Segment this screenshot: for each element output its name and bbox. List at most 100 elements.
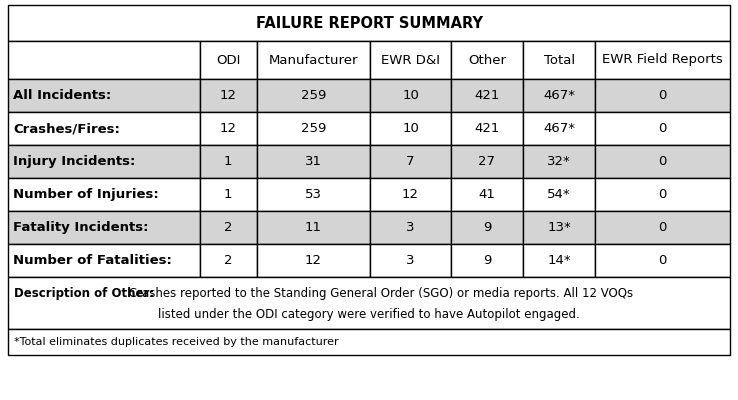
Bar [200, 244, 257, 277]
Text: Description of Other:: Description of Other: [14, 287, 154, 300]
Text: 31: 31 [305, 155, 322, 168]
Bar [257, 145, 370, 178]
Bar [257, 244, 370, 277]
Bar [257, 178, 370, 211]
Text: *Total eliminates duplicates received by the manufacturer: *Total eliminates duplicates received by… [14, 337, 339, 347]
Text: 3: 3 [407, 254, 415, 267]
Bar [200, 145, 257, 178]
Text: 0: 0 [658, 89, 666, 102]
Bar [595, 41, 730, 79]
Text: All Incidents:: All Incidents: [13, 89, 111, 102]
Bar [257, 41, 370, 79]
Bar [370, 79, 451, 112]
Bar [370, 41, 451, 79]
Text: Crashes/Fires:: Crashes/Fires: [13, 122, 120, 135]
Text: 53: 53 [305, 188, 322, 201]
Text: 0: 0 [658, 122, 666, 135]
Bar [451, 211, 523, 244]
Bar [595, 145, 730, 178]
Text: Manufacturer: Manufacturer [269, 54, 358, 66]
Text: 12: 12 [305, 254, 322, 267]
Text: Other: Other [468, 54, 506, 66]
Text: EWR D&I: EWR D&I [381, 54, 440, 66]
Text: 54*: 54* [548, 188, 571, 201]
Bar [370, 112, 451, 145]
Bar [451, 145, 523, 178]
Text: 12: 12 [220, 122, 237, 135]
Text: 259: 259 [300, 122, 326, 135]
Bar [451, 79, 523, 112]
Bar [523, 178, 595, 211]
Text: Number of Injuries:: Number of Injuries: [13, 188, 159, 201]
Bar [200, 79, 257, 112]
Text: listed under the ODI category were verified to have Autopilot engaged.: listed under the ODI category were verif… [158, 308, 580, 321]
Text: 0: 0 [658, 221, 666, 234]
Text: 2: 2 [224, 254, 232, 267]
Bar [595, 178, 730, 211]
Bar [595, 79, 730, 112]
Text: 3: 3 [407, 221, 415, 234]
Bar [370, 145, 451, 178]
Text: 13*: 13* [548, 221, 571, 234]
Text: Number of Fatalities:: Number of Fatalities: [13, 254, 172, 267]
Bar [370, 211, 451, 244]
Bar [8, 211, 200, 244]
Bar [8, 79, 200, 112]
Bar [200, 211, 257, 244]
Text: 12: 12 [220, 89, 237, 102]
Bar [523, 112, 595, 145]
Bar [523, 79, 595, 112]
Text: 10: 10 [402, 89, 419, 102]
Bar [8, 41, 200, 79]
Bar [200, 41, 257, 79]
Bar [523, 145, 595, 178]
Text: 27: 27 [478, 155, 495, 168]
Bar [595, 112, 730, 145]
Text: 9: 9 [483, 254, 492, 267]
Text: 9: 9 [483, 221, 492, 234]
Text: Crashes reported to the Standing General Order (SGO) or media reports. All 12 VO: Crashes reported to the Standing General… [125, 287, 632, 300]
Bar [523, 41, 595, 79]
Bar [595, 244, 730, 277]
Text: Total: Total [544, 54, 575, 66]
Text: 259: 259 [300, 89, 326, 102]
Text: 32*: 32* [548, 155, 571, 168]
Text: 0: 0 [658, 188, 666, 201]
Bar [8, 178, 200, 211]
Text: 467*: 467* [543, 122, 575, 135]
Text: 10: 10 [402, 122, 419, 135]
Bar [523, 244, 595, 277]
Text: 1: 1 [224, 188, 232, 201]
Bar [8, 145, 200, 178]
Text: EWR Field Reports: EWR Field Reports [602, 54, 723, 66]
Bar [257, 211, 370, 244]
Bar [370, 244, 451, 277]
Text: 0: 0 [658, 254, 666, 267]
Text: 421: 421 [475, 122, 500, 135]
Text: Fatality Incidents:: Fatality Incidents: [13, 221, 148, 234]
Text: 421: 421 [475, 89, 500, 102]
Bar [451, 41, 523, 79]
Text: 14*: 14* [548, 254, 571, 267]
Text: 7: 7 [407, 155, 415, 168]
Text: 467*: 467* [543, 89, 575, 102]
Bar [451, 244, 523, 277]
Bar [523, 211, 595, 244]
Text: 1: 1 [224, 155, 232, 168]
Text: 0: 0 [658, 155, 666, 168]
Bar [200, 112, 257, 145]
Text: ODI: ODI [216, 54, 241, 66]
Bar [200, 178, 257, 211]
Bar [451, 112, 523, 145]
Text: Injury Incidents:: Injury Incidents: [13, 155, 135, 168]
Text: 2: 2 [224, 221, 232, 234]
Bar [257, 79, 370, 112]
Text: FAILURE REPORT SUMMARY: FAILURE REPORT SUMMARY [255, 16, 483, 30]
Text: 11: 11 [305, 221, 322, 234]
Text: 12: 12 [402, 188, 419, 201]
Bar [257, 112, 370, 145]
Bar [8, 5, 730, 41]
Bar [595, 211, 730, 244]
Bar [8, 112, 200, 145]
Bar [8, 277, 730, 329]
